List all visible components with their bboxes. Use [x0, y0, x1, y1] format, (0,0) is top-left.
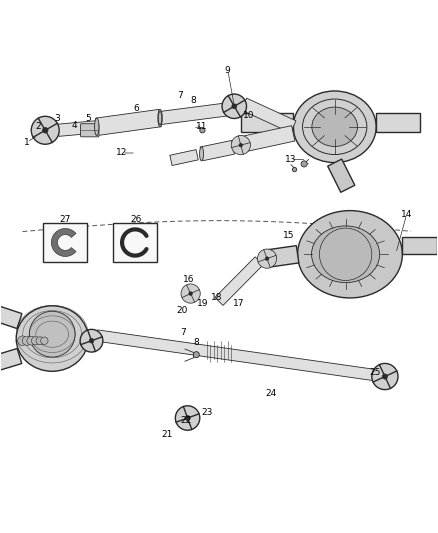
Text: 16: 16 — [183, 275, 194, 284]
Text: 19: 19 — [197, 299, 208, 308]
Text: 1: 1 — [24, 138, 30, 147]
Circle shape — [232, 104, 237, 109]
Circle shape — [231, 135, 251, 155]
Circle shape — [18, 336, 27, 345]
Circle shape — [239, 143, 243, 147]
Text: 6: 6 — [133, 104, 139, 113]
Circle shape — [31, 116, 59, 144]
Circle shape — [36, 337, 44, 345]
Bar — [43, 223, 87, 262]
Circle shape — [382, 374, 388, 379]
Polygon shape — [403, 237, 437, 254]
Polygon shape — [159, 103, 229, 125]
Text: 8: 8 — [191, 96, 197, 105]
Polygon shape — [237, 126, 295, 153]
Ellipse shape — [200, 147, 204, 161]
Text: 7: 7 — [180, 328, 186, 337]
Circle shape — [41, 337, 48, 344]
Text: 22: 22 — [180, 416, 192, 425]
Text: 4: 4 — [71, 122, 77, 131]
Text: 5: 5 — [85, 115, 91, 124]
Polygon shape — [95, 109, 161, 135]
Circle shape — [193, 352, 199, 358]
Text: 23: 23 — [201, 408, 212, 417]
Circle shape — [200, 128, 205, 133]
Text: 9: 9 — [225, 66, 231, 75]
Ellipse shape — [226, 103, 230, 116]
Text: 26: 26 — [131, 215, 142, 224]
Text: 24: 24 — [266, 389, 277, 398]
Circle shape — [27, 336, 35, 345]
Text: 21: 21 — [161, 430, 172, 439]
Polygon shape — [241, 98, 296, 133]
Polygon shape — [215, 257, 263, 305]
Polygon shape — [376, 113, 420, 132]
Polygon shape — [0, 298, 22, 328]
Polygon shape — [170, 150, 198, 166]
FancyBboxPatch shape — [81, 124, 99, 137]
Circle shape — [89, 338, 94, 343]
Ellipse shape — [311, 226, 380, 282]
Polygon shape — [58, 120, 97, 136]
Polygon shape — [200, 141, 234, 160]
Text: 17: 17 — [233, 299, 244, 308]
Ellipse shape — [158, 111, 162, 125]
Polygon shape — [328, 159, 355, 192]
Text: 20: 20 — [176, 305, 187, 314]
Text: 18: 18 — [211, 294, 223, 302]
Text: 15: 15 — [283, 231, 295, 239]
Text: 7: 7 — [177, 91, 183, 100]
Circle shape — [265, 257, 269, 261]
Text: 11: 11 — [196, 122, 207, 131]
Ellipse shape — [29, 311, 75, 357]
Text: 3: 3 — [55, 115, 60, 124]
Polygon shape — [241, 113, 293, 132]
Circle shape — [189, 292, 193, 295]
Polygon shape — [96, 330, 386, 382]
Circle shape — [42, 127, 48, 133]
Circle shape — [80, 329, 103, 352]
Circle shape — [222, 94, 247, 118]
Circle shape — [372, 364, 398, 390]
Circle shape — [32, 336, 40, 345]
Text: 27: 27 — [60, 215, 71, 224]
Text: 25: 25 — [370, 368, 381, 377]
Circle shape — [175, 406, 200, 430]
Ellipse shape — [297, 211, 403, 298]
Text: 8: 8 — [194, 338, 199, 348]
Ellipse shape — [95, 118, 99, 135]
Polygon shape — [266, 246, 299, 267]
Circle shape — [22, 336, 32, 345]
Text: 2: 2 — [35, 122, 41, 131]
Circle shape — [258, 249, 277, 268]
Circle shape — [185, 416, 190, 421]
Circle shape — [292, 167, 297, 172]
Text: 13: 13 — [285, 155, 297, 164]
Circle shape — [181, 284, 200, 303]
Circle shape — [301, 161, 307, 167]
Text: 12: 12 — [117, 149, 128, 157]
Polygon shape — [0, 349, 22, 379]
Bar — [113, 223, 157, 262]
Text: 14: 14 — [401, 209, 413, 219]
Ellipse shape — [158, 109, 162, 127]
Polygon shape — [51, 229, 76, 256]
Ellipse shape — [312, 107, 357, 147]
Ellipse shape — [293, 91, 376, 163]
Ellipse shape — [16, 306, 88, 372]
Text: 10: 10 — [243, 111, 254, 120]
